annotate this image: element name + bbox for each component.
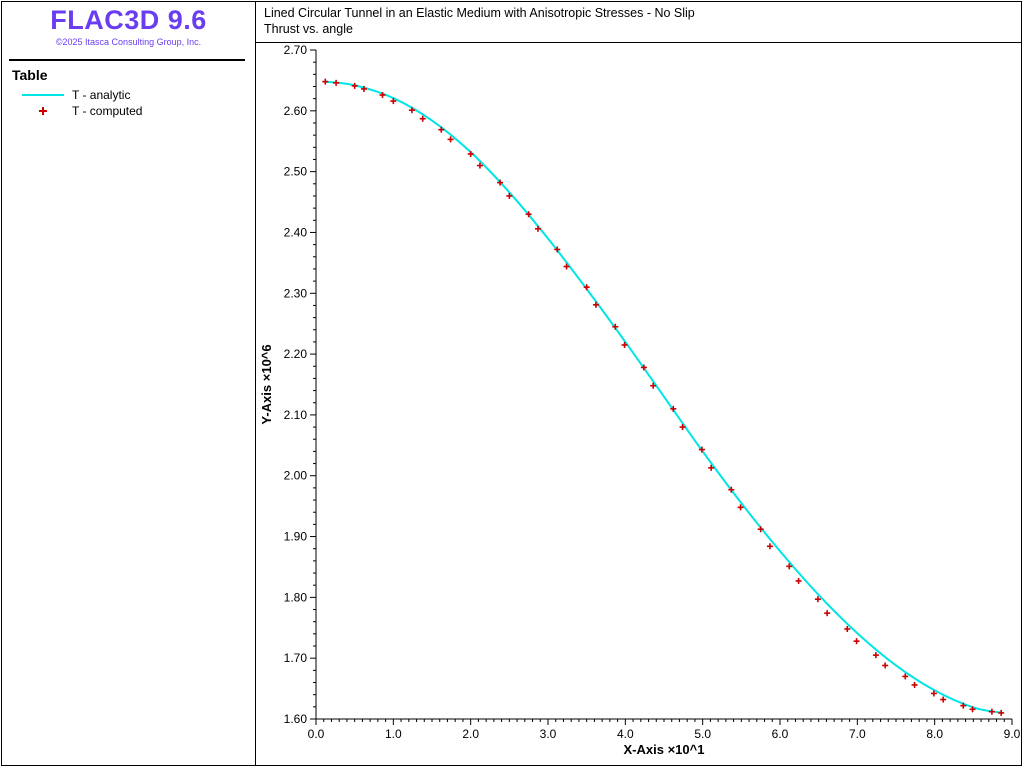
data-point-t-computed (969, 706, 976, 713)
chart-plot-area: 0.0 1.0 2.0 3.0 4.0 5.0 6.0 7.0 8.0 9.0 1.60 1.70 1.… (259, 43, 1021, 757)
data-point-t-computed (592, 301, 599, 308)
legend-item-computed: T - computed (12, 103, 248, 119)
data-point-t-computed (612, 323, 619, 330)
x-tick-label: 2.0 (462, 727, 479, 741)
data-point-t-computed (998, 709, 1005, 716)
x-tick-label: 8.0 (926, 727, 943, 741)
y-tick-label: 2.20 (284, 347, 308, 361)
legend-panel: FLAC3D 9.6 ©2025 Itasca Consulting Group… (1, 1, 256, 766)
brand-header: FLAC3D 9.6 ©2025 Itasca Consulting Group… (1, 3, 256, 47)
data-point-t-computed (506, 192, 513, 199)
data-point-t-computed (728, 486, 735, 493)
copyright-text: ©2025 Itasca Consulting Group, Inc. (55, 37, 202, 47)
data-point-t-computed (757, 526, 764, 533)
data-point-t-computed (467, 150, 474, 157)
data-point-t-computed (476, 162, 483, 169)
data-point-t-computed (621, 341, 628, 348)
y-tick-label: 1.90 (284, 530, 308, 544)
data-point-t-computed (911, 681, 918, 688)
data-point-t-computed (872, 652, 879, 659)
app-title: FLAC3D 9.6 (50, 5, 207, 35)
data-point-t-computed (379, 92, 386, 99)
data-point-t-computed (534, 225, 541, 232)
data-point-t-computed (390, 98, 397, 105)
y-tick-label: 1.80 (284, 590, 308, 604)
legend-item-analytic: T - analytic (12, 87, 248, 103)
chart-title: Lined Circular Tunnel in an Elastic Medi… (264, 6, 695, 20)
legend-label: T - analytic (72, 88, 131, 102)
data-point-t-computed (988, 708, 995, 715)
y-tick-label: 2.30 (284, 286, 308, 300)
x-tick-label: 0.0 (308, 727, 325, 741)
cross-marker-icon (39, 107, 47, 115)
y-tick-label: 2.10 (284, 408, 308, 422)
line-swatch-icon (22, 94, 64, 96)
y-tick-label: 2.00 (284, 469, 308, 483)
chart-title-box: Lined Circular Tunnel in an Elastic Medi… (256, 1, 1022, 43)
y-tick-label: 1.60 (284, 712, 308, 726)
data-point-t-computed (940, 696, 947, 703)
data-point-t-computed (351, 82, 358, 89)
x-tick-label: 9.0 (1004, 727, 1021, 741)
chart-subtitle: Thrust vs. angle (264, 22, 353, 36)
data-point-t-computed (554, 246, 561, 253)
data-point-t-computed (786, 563, 793, 570)
x-tick-label: 4.0 (617, 727, 634, 741)
data-point-t-computed (737, 504, 744, 511)
data-point-t-computed (525, 211, 532, 218)
data-point-t-computed (824, 610, 831, 617)
header-divider (9, 59, 245, 61)
data-point-t-computed (322, 78, 329, 85)
x-tick-label: 7.0 (849, 727, 866, 741)
data-point-t-computed (438, 126, 445, 133)
data-point-t-computed (447, 136, 454, 143)
legend-label: T - computed (72, 104, 143, 118)
x-axis-label: X-Axis ×10^1 (624, 742, 705, 757)
data-point-t-computed (902, 673, 909, 680)
data-point-t-computed (333, 79, 340, 86)
data-point-t-computed (844, 625, 851, 632)
data-point-t-computed (814, 596, 821, 603)
data-point-t-computed (960, 702, 967, 709)
x-tick-label: 5.0 (694, 727, 711, 741)
data-point-t-computed (497, 179, 504, 186)
y-axis-label: Y-Axis ×10^6 (259, 344, 274, 424)
data-point-t-computed (650, 382, 657, 389)
data-point-t-computed (698, 446, 705, 453)
data-point-t-computed (708, 464, 715, 471)
data-point-t-computed (882, 662, 889, 669)
data-point-t-computed (679, 424, 686, 431)
data-point-t-computed (766, 543, 773, 550)
x-tick-label: 1.0 (385, 727, 402, 741)
data-point-t-computed (563, 263, 570, 270)
y-tick-label: 2.60 (284, 104, 308, 118)
legend: Table T - analytic T - computed (12, 67, 248, 119)
legend-title: Table (12, 67, 48, 83)
x-tick-label: 6.0 (772, 727, 789, 741)
y-tick-label: 2.40 (284, 225, 308, 239)
series-line-t-analytic (325, 80, 1003, 714)
y-tick-label: 1.70 (284, 651, 308, 665)
x-tick-label: 3.0 (540, 727, 557, 741)
y-tick-label: 2.70 (284, 43, 308, 57)
data-point-t-computed (419, 115, 426, 122)
data-point-t-computed (640, 364, 647, 371)
data-point-t-computed (930, 690, 937, 697)
data-point-t-computed (795, 577, 802, 584)
y-tick-label: 2.50 (284, 165, 308, 179)
data-point-t-computed (408, 107, 415, 114)
data-point-t-computed (360, 85, 367, 92)
data-point-t-computed (583, 284, 590, 291)
data-point-t-computed (670, 405, 677, 412)
data-point-t-computed (853, 638, 860, 645)
